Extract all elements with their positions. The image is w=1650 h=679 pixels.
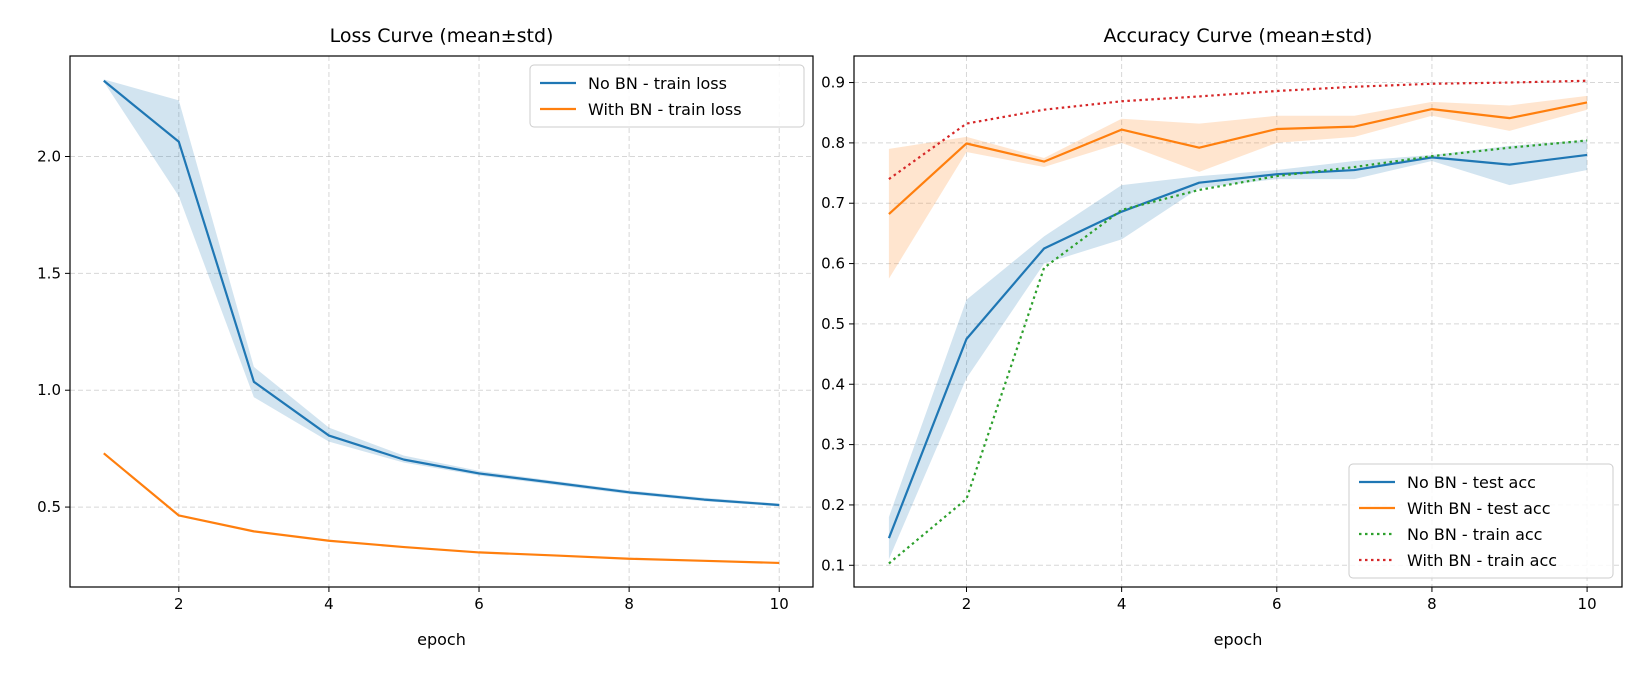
legend-label: No BN - train acc (1407, 525, 1542, 544)
axes-frame (853, 55, 1623, 588)
y-tick-label: 0.3 (821, 436, 845, 454)
std-band (103, 79, 780, 507)
y-tick-label: 0.4 (821, 375, 845, 393)
x-tick-label: 8 (624, 595, 634, 613)
y-tick-label: 2.0 (37, 147, 61, 165)
y-tick-label: 0.6 (821, 255, 845, 273)
legend: No BN - train loss With BN - train loss (529, 64, 805, 128)
legend: No BN - test acc With BN - test acc No BN … (1348, 463, 1614, 579)
series-line (888, 139, 1588, 565)
x-tick-label: 6 (1272, 595, 1282, 613)
x-tick-label: 10 (770, 595, 789, 613)
y-tick-label: 0.5 (37, 498, 61, 516)
series-line (103, 452, 780, 565)
x-tick-label: 2 (174, 595, 184, 613)
x-tick-label: 4 (324, 595, 334, 613)
y-tick-label: 1.0 (37, 381, 61, 399)
chart-accuracy: 2 4 6 8 10 0.1 0.2 0.3 0.4 0.5 0.6 0.7 0.8 0.9 Accurac… (821, 25, 1623, 649)
y-tick-label: 0.5 (821, 315, 845, 333)
legend-label: With BN - train acc (1407, 551, 1557, 570)
x-tick-label: 10 (1578, 595, 1597, 613)
x-tick-label: 8 (1427, 595, 1437, 613)
y-tick-label: 0.8 (821, 134, 845, 152)
legend-label: With BN - train loss (588, 100, 742, 119)
x-axis-label: epoch (417, 630, 466, 649)
legend-box (1348, 463, 1614, 579)
legend-label: No BN - train loss (588, 74, 727, 93)
chart-title: Loss Curve (mean±std) (330, 25, 554, 47)
y-tick-label: 0.2 (821, 496, 845, 514)
std-band (888, 139, 1588, 560)
y-tick-label: 0.1 (821, 556, 845, 574)
legend-label: With BN - test acc (1407, 499, 1551, 518)
series-line (888, 101, 1588, 215)
legend-box (529, 64, 805, 128)
series-line (888, 79, 1588, 180)
chart-loss: 2 4 6 8 10 0.5 1.0 1.5 2.0 Loss Curve (mean±std) e… (37, 25, 814, 649)
chart-title: Accuracy Curve (mean±std) (1104, 25, 1373, 47)
y-tick-label: 1.5 (37, 264, 61, 282)
std-band (888, 95, 1588, 279)
x-tick-label: 4 (1117, 595, 1127, 613)
axes-frame (69, 55, 814, 588)
x-axis-label: epoch (1214, 630, 1263, 649)
y-tick-label: 0.7 (821, 194, 845, 212)
x-tick-label: 6 (474, 595, 484, 613)
legend-label: No BN - test acc (1407, 473, 1536, 492)
series-line (103, 79, 780, 507)
y-tick-label: 0.9 (821, 74, 845, 92)
x-tick-label: 2 (962, 595, 972, 613)
series-line (887, 153, 1588, 539)
